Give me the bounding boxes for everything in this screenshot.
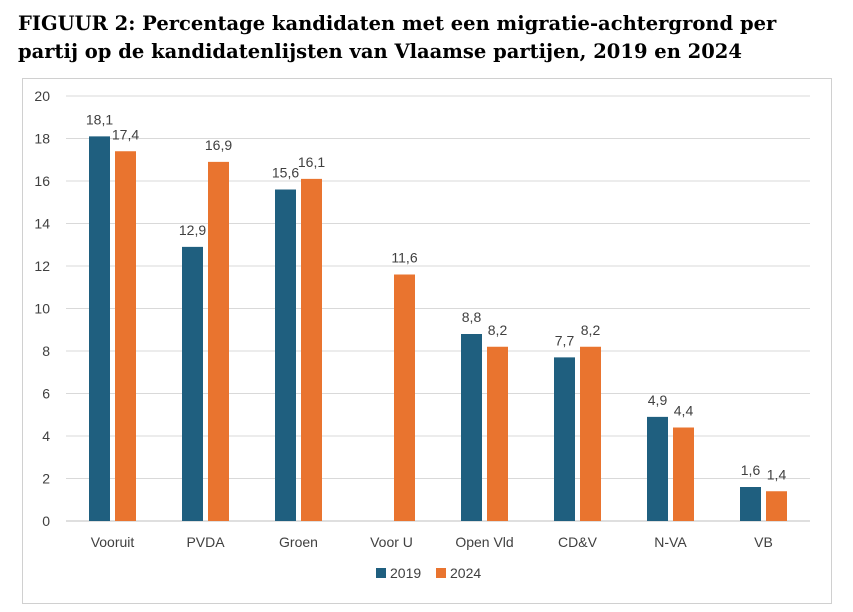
data-label: 18,1	[86, 111, 113, 127]
data-label: 8,2	[581, 322, 601, 338]
x-category-label: N-VA	[654, 534, 687, 550]
y-tick-label: 6	[42, 386, 50, 402]
y-tick-label: 2	[42, 471, 50, 487]
legend-label: 2019	[390, 565, 421, 581]
x-category-label: Open Vld	[455, 534, 513, 550]
y-tick-label: 18	[34, 131, 50, 147]
bar-2024	[673, 427, 694, 521]
bar-2019	[275, 189, 296, 521]
legend-swatch	[436, 568, 446, 578]
y-tick-label: 16	[34, 173, 50, 189]
x-category-label: PVDA	[186, 534, 225, 550]
x-category-label: CD&V	[558, 534, 598, 550]
data-label: 4,4	[674, 403, 694, 419]
x-category-label: Groen	[279, 534, 318, 550]
y-tick-label: 12	[34, 258, 50, 274]
x-category-label: Voor U	[370, 534, 413, 550]
bar-2024	[394, 274, 415, 521]
bars	[89, 136, 787, 521]
data-label: 11,6	[391, 250, 417, 266]
bar-2019	[461, 334, 482, 521]
data-label: 15,6	[272, 165, 299, 181]
data-label: 7,7	[555, 332, 575, 348]
y-tick-label: 8	[42, 343, 50, 359]
x-category-label: Vooruit	[91, 534, 135, 550]
y-axis-ticks: 0 2 4 6 8 10 12 14 16 18 20	[34, 88, 50, 529]
y-tick-label: 4	[42, 428, 50, 444]
data-label: 4,9	[648, 392, 668, 408]
y-tick-label: 0	[42, 513, 50, 529]
y-tick-label: 10	[34, 301, 50, 317]
data-labels: 18,117,4 12,9 16,9 15,616,1 11,6 8,8 8,2 7,7 8,2…	[86, 111, 787, 482]
chart-title: FIGUUR 2: Percentage kandidaten met een …	[18, 12, 777, 63]
bar-2024	[580, 346, 601, 521]
bar-2024	[487, 346, 508, 521]
bar-2024	[301, 178, 322, 521]
legend-swatch	[376, 568, 386, 578]
data-label: 12,9	[179, 222, 206, 238]
bar-2019	[182, 246, 203, 521]
y-tick-label: 14	[34, 216, 50, 232]
bar-2024	[766, 491, 787, 521]
data-label: 8,8	[462, 309, 482, 325]
x-axis-categories: Vooruit PVDA Groen Voor U Open Vld CD&V N-VA VB	[91, 534, 773, 550]
bar-2019	[554, 357, 575, 521]
legend-label: 2024	[450, 565, 481, 581]
data-label: 1,4	[767, 466, 787, 482]
x-category-label: VB	[754, 534, 773, 550]
gridlines	[66, 95, 810, 522]
bar-2019	[647, 416, 668, 521]
data-label: 16,9	[205, 137, 232, 153]
data-label: 1,6	[741, 462, 761, 478]
y-tick-label: 20	[34, 88, 50, 104]
bar-2024	[115, 151, 136, 521]
bar-2019	[89, 136, 110, 521]
legend: 2019 2024	[376, 565, 481, 581]
data-label: 16,1	[298, 154, 325, 170]
data-label: 8,2	[488, 322, 508, 338]
bar-2019	[740, 487, 761, 521]
bar-2024	[208, 161, 229, 521]
chart-frame	[22, 78, 832, 604]
data-label: 17,4	[112, 126, 139, 142]
